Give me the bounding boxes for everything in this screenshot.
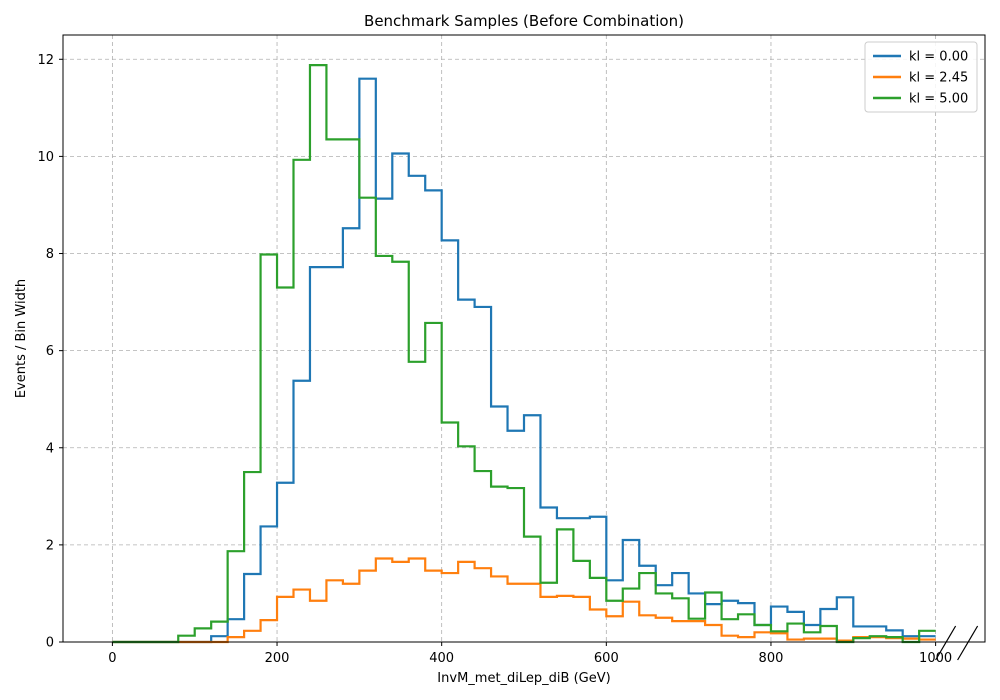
axis-break-marks	[935, 625, 979, 661]
y-tick-label: 2	[46, 538, 54, 553]
x-tick-label: 600	[594, 651, 619, 666]
series-line-0	[112, 77, 936, 644]
x-axis-ticks: 0 200 400 600 800 1000	[108, 642, 952, 666]
series-line-2	[112, 64, 936, 644]
plot-area-frame	[62, 34, 986, 643]
y-axis-ticks: 0 2 4 6 8 10 12	[37, 53, 63, 651]
x-tick-label: 0	[108, 651, 116, 666]
y-tick-label: 8	[46, 247, 54, 262]
grid	[63, 35, 985, 643]
legend-label: kl = 2.45	[909, 71, 968, 86]
break-mark	[957, 625, 979, 661]
y-axis-label: Events / Bin Width	[14, 279, 29, 398]
y-tick-label: 6	[46, 344, 54, 359]
legend-box	[864, 41, 978, 113]
legend: kl = 0.00 kl = 2.45 kl = 5.00	[864, 41, 978, 113]
x-axis-label: InvM_met_diLep_diB (GeV)	[437, 671, 610, 686]
y-tick-label: 4	[46, 441, 54, 456]
y-tick-label: 12	[37, 53, 54, 68]
x-tick-label: 200	[265, 651, 290, 666]
y-tick-label: 0	[46, 636, 54, 651]
series-lines	[112, 64, 936, 644]
legend-label: kl = 0.00	[909, 50, 968, 65]
x-tick-label: 800	[759, 651, 784, 666]
series-line-1	[112, 557, 936, 644]
chart-title: Benchmark Samples (Before Combination)	[364, 12, 684, 30]
break-mark	[935, 625, 957, 661]
x-tick-label: 1000	[919, 651, 952, 666]
x-tick-label: 400	[429, 651, 454, 666]
y-tick-label: 10	[37, 150, 54, 165]
legend-label: kl = 5.00	[909, 92, 968, 107]
